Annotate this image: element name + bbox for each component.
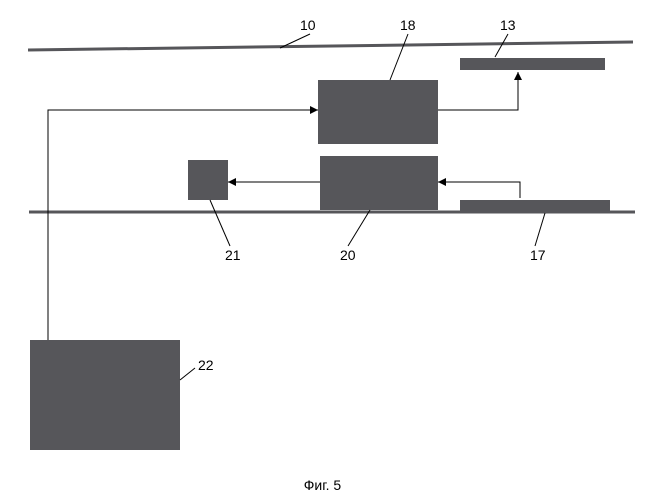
arrow-a_17_20 xyxy=(438,182,520,198)
leader-l21 xyxy=(210,200,230,246)
label-l22: 22 xyxy=(198,357,214,373)
block-b17 xyxy=(460,200,610,212)
leader-l20 xyxy=(348,210,370,246)
label-l20: 20 xyxy=(340,247,356,263)
block-b18 xyxy=(318,80,438,144)
leader-l17 xyxy=(535,213,545,246)
arrow-a_18_13 xyxy=(438,72,518,110)
leader-l18 xyxy=(390,34,408,80)
leader-l22 xyxy=(180,368,195,380)
block-b13 xyxy=(460,58,605,70)
label-l10: 10 xyxy=(300,17,316,33)
leader-l13 xyxy=(495,34,508,57)
arrow-head xyxy=(228,178,236,186)
figure-caption: Фиг. 5 xyxy=(304,477,342,493)
label-l13: 13 xyxy=(500,17,516,33)
block-b20 xyxy=(320,156,438,210)
arrow-head xyxy=(310,106,318,114)
block-b21 xyxy=(188,160,228,200)
label-l18: 18 xyxy=(400,17,416,33)
label-l17: 17 xyxy=(530,247,546,263)
block-b22 xyxy=(30,340,180,450)
arrow-head xyxy=(514,72,522,80)
arrow-head xyxy=(438,178,446,186)
arrow-a_22_18 xyxy=(48,110,318,340)
rail-top xyxy=(28,42,633,50)
label-l21: 21 xyxy=(225,247,241,263)
